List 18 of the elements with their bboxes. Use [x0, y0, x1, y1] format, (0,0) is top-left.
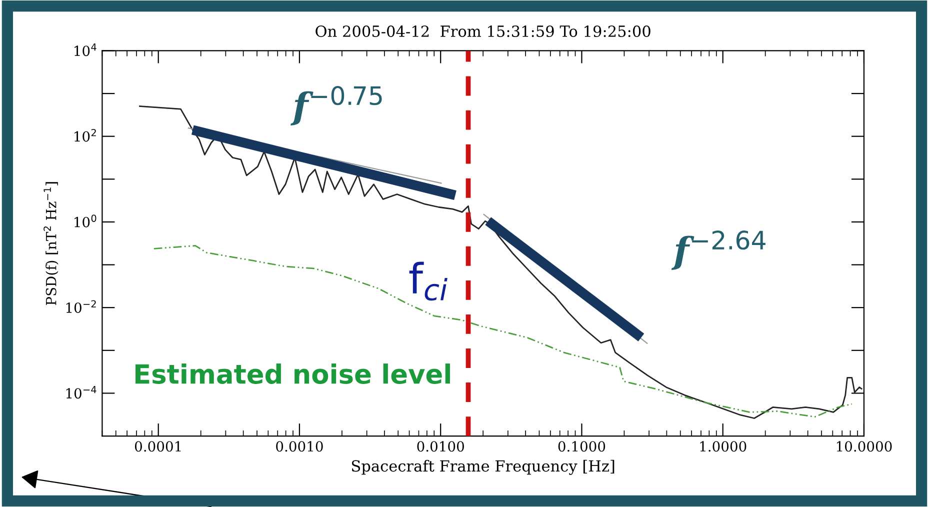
x-tick-label: 0.1000	[558, 441, 606, 452]
ref-line-label: f$_{ci}$	[409, 262, 448, 301]
x-axis-title: Spacecraft Frame Frequency [Hz]	[352, 460, 614, 475]
annotation: f$^{−0.75}$	[290, 86, 382, 126]
y-tick-label: 10$^{−4}$	[66, 386, 96, 399]
chart-title: On 2005-04-12 From 15:31:59 To 19:25:00	[316, 25, 650, 38]
x-tick-label: 10.0000	[836, 441, 892, 452]
y-axis-title: PSD(f) [nT$^{2}$ Hz$^{−1}$]	[44, 182, 58, 306]
x-tick-label: 0.0100	[417, 441, 464, 452]
x-tick-label: 1.0000	[700, 441, 746, 452]
y-tick-label: 10$^{2}$	[74, 128, 96, 142]
x-tick-label: 0.0001	[134, 441, 181, 452]
y-tick-label: 10$^{0}$	[74, 214, 96, 228]
y-tick-label: 10$^{4}$	[74, 43, 96, 56]
x-tick-label: 0.0010	[276, 441, 323, 452]
annotation: f$^{−2.64}$	[671, 230, 766, 270]
y-tick-label: 10$^{−2}$	[66, 300, 96, 313]
annotation: Estimated noise level	[135, 364, 450, 384]
